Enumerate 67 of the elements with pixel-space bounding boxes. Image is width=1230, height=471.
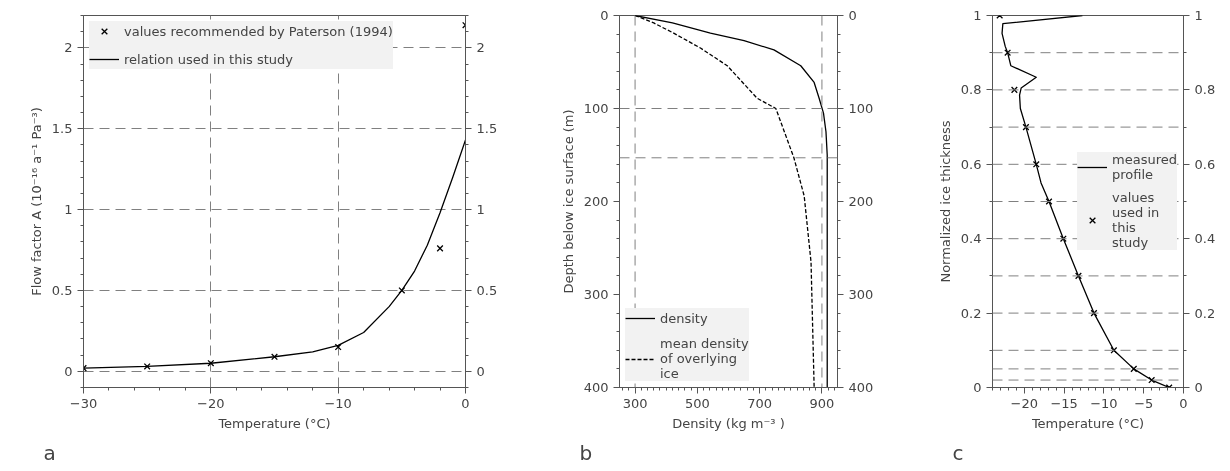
text: a xyxy=(43,440,56,465)
x-tick-label: −15 xyxy=(1050,395,1078,411)
y-tick-label: 0.8 xyxy=(960,82,982,98)
y-tick-label: 2 xyxy=(64,40,73,56)
y-axis-title: Depth below ice surface (m) xyxy=(560,109,576,294)
y2-tick-label: 0 xyxy=(476,363,485,379)
x-tick-label: −5 xyxy=(1134,395,1154,411)
point xyxy=(436,244,444,252)
y2-tick-label: 0 xyxy=(848,8,857,23)
text: b xyxy=(579,440,593,465)
x-tick-label: 500 xyxy=(684,395,710,411)
y-axis-title: Flow factor A (10⁻¹⁶ a⁻¹ Pa⁻³) xyxy=(28,107,44,296)
text: c xyxy=(952,440,964,465)
point xyxy=(143,363,151,370)
y2-tick-label: 0.4 xyxy=(1194,231,1216,247)
y-tick-label: 400 xyxy=(583,380,609,395)
y-tick-label: 300 xyxy=(583,287,609,302)
point xyxy=(1148,376,1156,384)
y2-tick-label: 200 xyxy=(848,194,874,209)
y-tick-label: 0.4 xyxy=(960,231,982,247)
y2-tick-label: 1.5 xyxy=(476,121,498,137)
point xyxy=(1110,346,1118,354)
y2-tick-label: 1 xyxy=(476,202,485,218)
y-tick-label: 1.5 xyxy=(51,121,73,137)
legend-label: density xyxy=(660,310,708,326)
y-tick-label: 0 xyxy=(600,8,609,23)
line-series xyxy=(83,139,466,369)
legend-label: values used in this study xyxy=(1112,190,1160,250)
y-tick-label: 0 xyxy=(64,363,73,379)
y2-tick-label: 0.8 xyxy=(1194,82,1216,98)
x-axis-title: Temperature (°C) xyxy=(217,415,331,431)
x-tick-label: −10 xyxy=(324,395,352,411)
legend-label: mean density of overlying ice xyxy=(660,336,749,381)
x-tick-label: −30 xyxy=(69,395,98,411)
y2-tick-label: 1 xyxy=(1194,8,1203,23)
y-tick-label: 200 xyxy=(583,194,609,209)
x-tick-label: 0 xyxy=(461,395,470,411)
y2-tick-label: 0.2 xyxy=(1194,305,1216,321)
y-tick-label: 0 xyxy=(973,380,982,395)
x-tick-label: 900 xyxy=(809,395,835,411)
x-axis-title: Temperature (°C) xyxy=(1030,415,1145,431)
point xyxy=(1045,198,1053,205)
x-tick-label: −20 xyxy=(1010,395,1039,411)
y-tick-label: 0.2 xyxy=(960,305,982,321)
y2-tick-label: 2 xyxy=(476,40,485,56)
x-tick-label: −10 xyxy=(1090,395,1118,411)
y2-tick-label: 0.5 xyxy=(476,282,498,298)
y2-tick-label: 400 xyxy=(848,380,874,395)
y2-tick-label: 0.6 xyxy=(1194,156,1216,172)
x-tick-label: 700 xyxy=(747,395,773,411)
y-tick-label: 100 xyxy=(583,101,609,116)
x-tick-label: −20 xyxy=(197,395,225,411)
y2-tick-label: 100 xyxy=(848,101,874,116)
legend-label: measured profile xyxy=(1112,152,1177,182)
x-tick-label: 300 xyxy=(622,395,648,411)
legend-label: relation used in this study xyxy=(124,51,293,67)
y2-tick-label: 300 xyxy=(848,287,874,302)
x-axis-title: Density (kg m⁻³ ) xyxy=(672,415,785,431)
y-tick-label: 1 xyxy=(973,8,982,23)
point xyxy=(1130,365,1138,373)
x-tick-label: 0 xyxy=(1179,395,1188,411)
y-tick-label: 0.6 xyxy=(960,156,982,172)
y-axis-title: Normalized ice thickness xyxy=(937,120,953,283)
y2-tick-label: 0 xyxy=(1194,380,1203,395)
y-tick-label: 1 xyxy=(64,202,73,218)
legend-label: values recommended by Paterson (1994) xyxy=(124,23,393,39)
y-tick-label: 0.5 xyxy=(51,282,73,298)
